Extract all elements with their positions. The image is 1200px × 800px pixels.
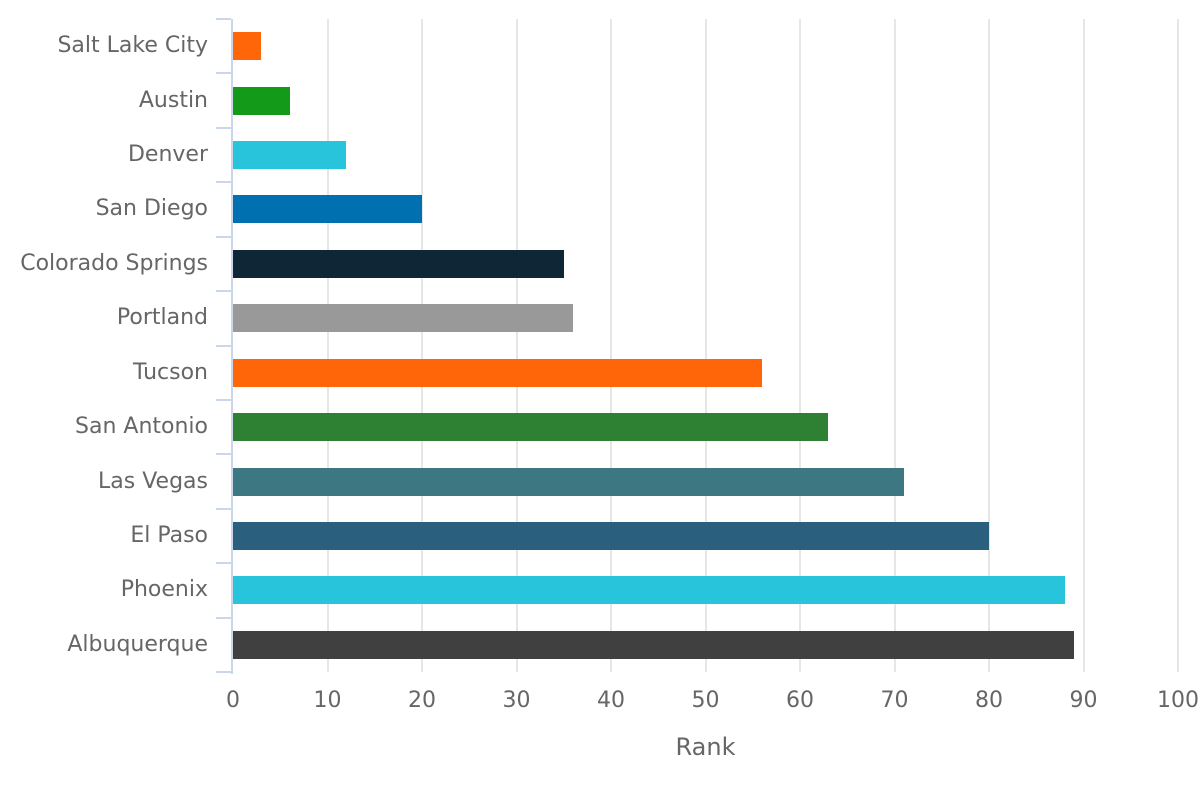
- category-label-phoenix: Phoenix: [120, 577, 208, 603]
- category-axis-tick: [216, 616, 231, 619]
- category-label-salt-lake-city: Salt Lake City: [57, 33, 208, 59]
- value-axis-label-40: 40: [597, 688, 625, 713]
- gridline-80: [988, 19, 990, 672]
- value-axis-label-20: 20: [408, 688, 436, 713]
- bar-colorado-springs[interactable]: [233, 249, 564, 278]
- bar-portland[interactable]: [233, 304, 574, 333]
- category-label-albuquerque: Albuquerque: [67, 631, 208, 657]
- bar-denver[interactable]: [233, 141, 347, 170]
- category-axis-tick: [216, 507, 231, 510]
- gridline-100: [1177, 19, 1179, 672]
- gridline-90: [1082, 19, 1085, 672]
- category-axis-tick: [216, 453, 231, 456]
- category-axis-tick: [216, 18, 231, 20]
- category-axis-tick: [216, 126, 231, 129]
- category-label-san-antonio: San Antonio: [75, 414, 208, 440]
- x-axis-title: Rank: [675, 733, 736, 761]
- category-label-san-diego: San Diego: [95, 196, 208, 222]
- value-axis-label-70: 70: [880, 688, 909, 713]
- category-axis-tick: [216, 344, 231, 347]
- bar-san-antonio[interactable]: [233, 413, 829, 442]
- category-axis-tick: [216, 290, 231, 293]
- bar-el-paso[interactable]: [233, 521, 989, 550]
- bar-las-vegas[interactable]: [233, 467, 904, 496]
- value-axis-label-10: 10: [313, 688, 342, 713]
- value-axis-label-30: 30: [502, 688, 531, 713]
- bar-albuquerque[interactable]: [233, 630, 1075, 659]
- gridline-30: [515, 19, 518, 672]
- value-axis-label-80: 80: [975, 688, 1003, 713]
- category-label-portland: Portland: [116, 305, 208, 331]
- value-axis-label-90: 90: [1069, 688, 1098, 713]
- category-axis-tick: [216, 235, 231, 238]
- bar-austin[interactable]: [233, 86, 290, 115]
- category-label-las-vegas: Las Vegas: [98, 468, 208, 494]
- gridline-40: [610, 19, 612, 672]
- category-axis-tick: [216, 72, 231, 75]
- gridline-10: [326, 19, 329, 672]
- bar-tucson[interactable]: [233, 358, 763, 387]
- bar-phoenix[interactable]: [233, 576, 1065, 605]
- bar-san-diego[interactable]: [233, 195, 422, 224]
- category-label-austin: Austin: [138, 87, 208, 113]
- category-axis-tick: [216, 398, 231, 401]
- gridline-20: [421, 19, 423, 672]
- gridline-60: [799, 19, 801, 672]
- category-label-colorado-springs: Colorado Springs: [20, 250, 208, 276]
- category-label-el-paso: El Paso: [130, 522, 208, 548]
- category-label-tucson: Tucson: [132, 359, 208, 385]
- category-axis-line: [231, 19, 233, 674]
- category-axis-tick: [216, 562, 231, 565]
- value-axis-label-50: 50: [691, 688, 720, 713]
- value-axis-label-0: 0: [226, 688, 240, 713]
- gridline-50: [704, 19, 707, 672]
- category-axis-tick: [216, 671, 231, 673]
- category-label-denver: Denver: [127, 142, 208, 168]
- category-axis-tick: [216, 181, 231, 184]
- bar-salt-lake-city[interactable]: [233, 32, 262, 61]
- gridline-70: [893, 19, 896, 672]
- value-axis-label-100: 100: [1157, 688, 1199, 713]
- value-axis-label-60: 60: [786, 688, 814, 713]
